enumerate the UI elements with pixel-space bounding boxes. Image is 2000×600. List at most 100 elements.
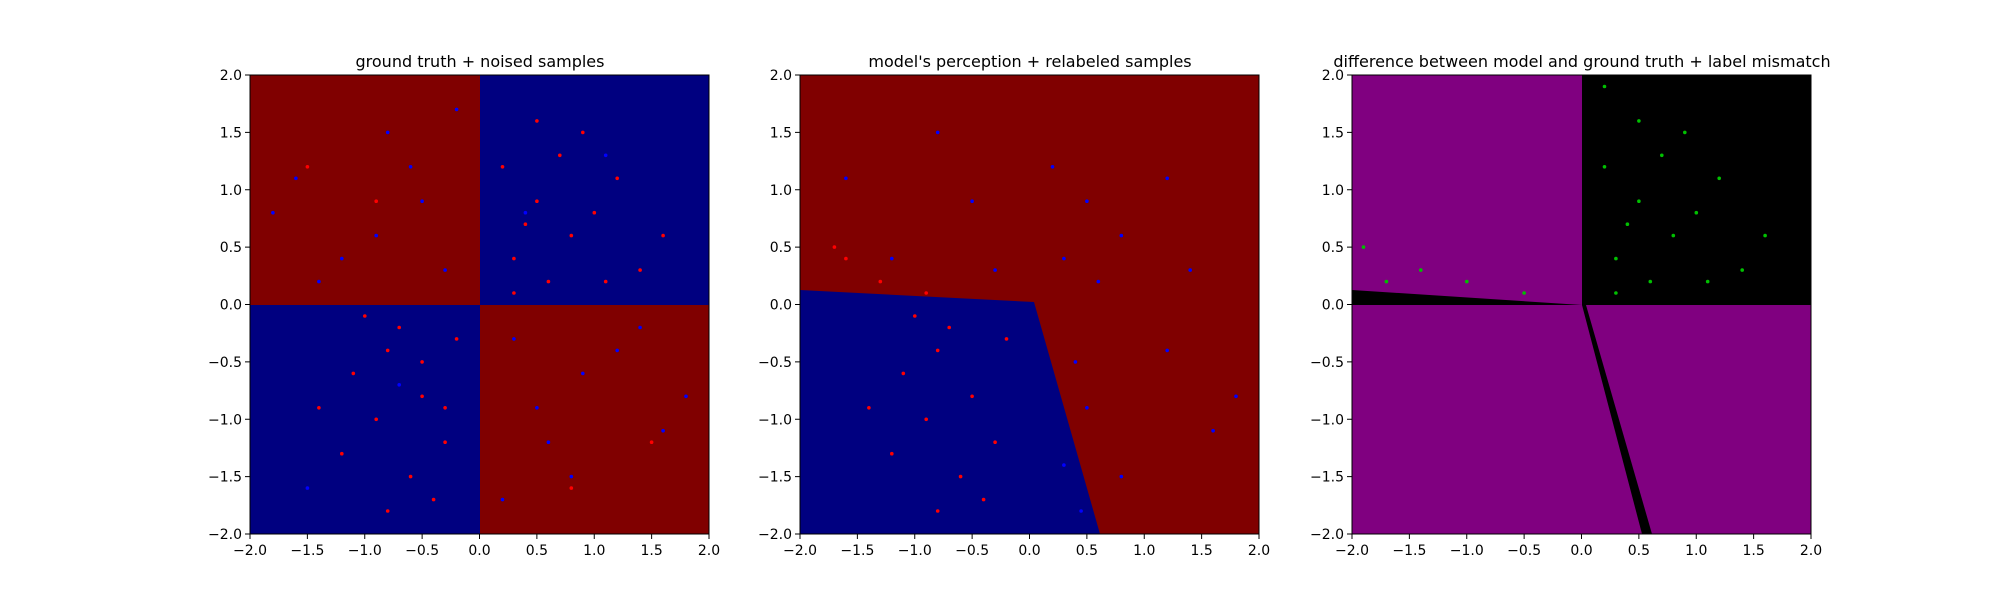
sample-point xyxy=(638,325,642,330)
y-tick-label: 1.0 xyxy=(220,183,242,199)
sample-point xyxy=(443,406,447,410)
sample-point xyxy=(1062,256,1066,261)
sample-point xyxy=(385,348,390,353)
sample-point xyxy=(1234,394,1238,399)
sample-point xyxy=(420,199,424,203)
sample-point xyxy=(1188,268,1192,272)
x-tick-label: −2.0 xyxy=(1335,543,1369,559)
panel-2-points xyxy=(832,130,1238,513)
sample-point xyxy=(374,199,379,203)
sample-point xyxy=(1004,337,1009,341)
y-tick-label: 0.5 xyxy=(220,240,242,256)
sample-point xyxy=(1625,222,1630,226)
x-tick-label: −2.0 xyxy=(783,543,817,559)
x-tick-label: −1.0 xyxy=(1450,543,1484,559)
panel-2-axes: −2.0 −1.5 −1.0 −0.5 0.0 0.5 1.0 1.5 2.0 −2.0 −1.5 −… xyxy=(758,68,1270,559)
x-tick-label: 0.0 xyxy=(1570,543,1592,559)
sample-point xyxy=(305,486,310,490)
bg-quadrant-lower-left xyxy=(250,305,480,534)
panel-3-title: difference between model and ground trut… xyxy=(1333,52,1830,71)
y-tick-label: −1.0 xyxy=(1310,412,1344,428)
x-tick-label: 2.0 xyxy=(698,543,720,559)
sample-point xyxy=(890,451,894,456)
sample-point xyxy=(569,233,574,238)
y-tick-label: −1.0 xyxy=(208,412,242,428)
sample-point xyxy=(351,371,356,376)
sample-point xyxy=(958,474,963,479)
sample-point xyxy=(397,383,402,387)
y-tick-label: 1.5 xyxy=(1322,125,1344,141)
sample-point xyxy=(1165,348,1169,353)
bg-black-strip xyxy=(1582,305,1652,534)
x-tick-label: 0.5 xyxy=(526,543,548,559)
sample-point xyxy=(592,210,597,215)
sample-point xyxy=(1602,84,1607,89)
sample-point xyxy=(603,153,608,158)
sample-point xyxy=(993,268,997,272)
sample-point xyxy=(454,107,459,112)
sample-point xyxy=(1384,279,1389,284)
sample-point xyxy=(374,417,379,422)
sample-point xyxy=(1119,233,1124,238)
sample-point xyxy=(1705,279,1710,284)
panel-model-perception: model's perception + relabeled samples −… xyxy=(758,52,1270,559)
sample-point xyxy=(1050,165,1055,169)
panel-ground-truth: ground truth + noised samples −2.0 −1.5 −1… xyxy=(208,52,720,559)
sample-point xyxy=(408,165,413,169)
y-tick-label: 2.0 xyxy=(220,68,242,84)
panel-3-points xyxy=(1361,84,1767,295)
sample-point xyxy=(638,268,642,272)
sample-point xyxy=(512,256,516,261)
sample-point xyxy=(546,440,551,445)
sample-point xyxy=(1465,279,1469,284)
sample-point xyxy=(420,360,424,364)
sample-point xyxy=(1119,474,1124,479)
y-tick-label: 1.0 xyxy=(770,183,792,199)
sample-point xyxy=(1073,360,1078,364)
panel-2-title: model's perception + relabeled samples xyxy=(868,52,1191,71)
sample-point xyxy=(581,130,585,135)
panel-1-background xyxy=(250,75,709,534)
x-tick-label: 0.5 xyxy=(1628,543,1650,559)
panel-difference: difference between model and ground trut… xyxy=(1310,52,1831,559)
sample-point xyxy=(1085,406,1089,410)
sample-point xyxy=(512,291,516,295)
y-tick-label: 0.5 xyxy=(770,240,792,256)
sample-point xyxy=(1683,130,1687,135)
y-tick-label: −2.0 xyxy=(758,527,792,543)
sample-point xyxy=(569,474,574,479)
x-tick-label: −1.5 xyxy=(1392,543,1426,559)
sample-point xyxy=(890,256,894,261)
sample-point xyxy=(454,337,459,341)
sample-point xyxy=(913,314,917,318)
sample-point xyxy=(901,371,906,376)
sample-point xyxy=(535,199,539,203)
sample-point xyxy=(935,130,940,135)
y-tick-label: −0.5 xyxy=(758,355,792,371)
panel-1-points xyxy=(271,107,688,513)
x-tick-label: −1.5 xyxy=(290,543,324,559)
x-tick-label: 0.5 xyxy=(1076,543,1098,559)
sample-point xyxy=(535,119,539,123)
sample-point xyxy=(844,176,848,181)
sample-point xyxy=(385,130,390,135)
sample-point xyxy=(1614,291,1618,295)
sample-point xyxy=(294,176,298,181)
x-tick-label: 1.5 xyxy=(640,543,662,559)
sample-point xyxy=(947,325,951,330)
y-tick-label: −1.5 xyxy=(1310,470,1344,486)
sample-point xyxy=(1671,233,1676,238)
y-tick-label: −0.5 xyxy=(1310,355,1344,371)
y-tick-label: 0.5 xyxy=(1322,240,1344,256)
x-tick-label: 2.0 xyxy=(1800,543,1822,559)
sample-point xyxy=(649,440,654,445)
sample-point xyxy=(844,256,848,261)
x-tick-label: 0.0 xyxy=(468,543,490,559)
y-tick-label: 0.0 xyxy=(220,298,242,314)
sample-point xyxy=(558,153,562,158)
sample-point xyxy=(1660,153,1664,158)
sample-point xyxy=(340,256,344,261)
sample-point xyxy=(443,268,447,272)
y-tick-label: 1.0 xyxy=(1322,183,1344,199)
